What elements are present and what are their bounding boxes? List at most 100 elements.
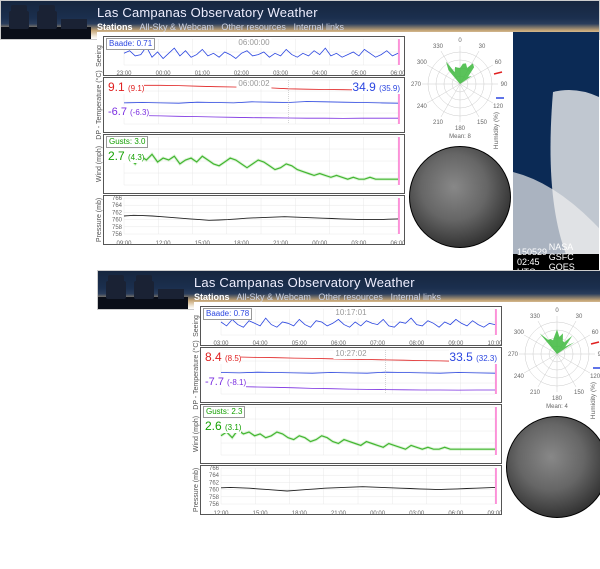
sat-timestamp: 150529 02:45 UTC [517, 247, 549, 270]
page-title: Las Campanas Observatory Weather [97, 5, 599, 20]
dp-value: 9.1 (9.1) [108, 80, 144, 94]
svg-text:21:00: 21:00 [331, 511, 347, 516]
temperature-chart: 9.1 (9.1) -6.7 (-6.3) 34.9 (35.9) 06:00:… [103, 77, 405, 133]
pressure-ylabel: Pressure (mb) [193, 468, 200, 512]
telescope-logo [1, 1, 91, 39]
nav-link[interactable]: Other resources [318, 292, 383, 302]
polar-mean-label: Mean: 4 [546, 404, 568, 410]
wind-ylabel: Wind (mph) [193, 416, 200, 452]
nav-link[interactable]: All-Sky & Webcam [140, 22, 214, 32]
svg-text:09:00: 09:00 [116, 241, 132, 246]
dp2-value: -6.7 (-6.3) [108, 106, 149, 118]
seeing-chart: Baade: 0.71 06:00:00 23:0000:0001:0002:0… [103, 36, 405, 76]
seeing-timestamp: 06:00:00 [236, 38, 271, 48]
wind-chart: Gusts: 2.3 2.6 (3.1) Wind (mph) [200, 404, 502, 464]
svg-text:06:00: 06:00 [448, 511, 464, 516]
dp-value: 8.4 (8.5) [205, 350, 241, 364]
wind-value: 2.7 (4.3) [108, 149, 144, 163]
svg-text:210: 210 [433, 120, 444, 126]
svg-text:18:00: 18:00 [292, 511, 308, 516]
svg-text:0: 0 [458, 38, 462, 44]
page-header: Las Campanas Observatory Weather Station… [98, 271, 600, 309]
svg-text:18:00: 18:00 [234, 241, 250, 246]
charts-column: Baade: 0.78 10:17:01 03:0004:0005:0006:0… [194, 302, 504, 540]
pressure-ylabel: Pressure (mb) [96, 198, 103, 242]
svg-text:90: 90 [501, 82, 508, 88]
svg-text:15:00: 15:00 [253, 511, 269, 516]
wind-rose: 0306090120150180210240270300330 [507, 306, 600, 402]
humidity-axis-label: Humidity (%) [590, 382, 597, 419]
svg-text:766: 766 [209, 466, 220, 472]
svg-text:300: 300 [417, 60, 428, 66]
nav-link[interactable]: Stations [97, 22, 133, 32]
nav-link[interactable]: All-Sky & Webcam [237, 292, 311, 302]
svg-text:756: 756 [209, 502, 220, 508]
svg-text:03:00: 03:00 [409, 511, 425, 516]
svg-text:766: 766 [112, 196, 123, 202]
svg-text:330: 330 [433, 44, 444, 50]
temp-ylabel: DP - Temperature (°C) [96, 70, 103, 139]
nav-link[interactable]: Stations [194, 292, 230, 302]
weather-screenshot: Las Campanas Observatory Weather Station… [97, 270, 600, 310]
svg-text:21:00: 21:00 [273, 241, 289, 246]
svg-text:240: 240 [514, 374, 525, 380]
svg-text:762: 762 [209, 480, 220, 486]
humidity-axis-label: Humidity (%) [493, 112, 500, 149]
svg-text:758: 758 [209, 495, 220, 501]
svg-text:270: 270 [411, 82, 422, 88]
svg-text:00:00: 00:00 [370, 511, 386, 516]
svg-text:120: 120 [590, 374, 600, 380]
svg-text:15:00: 15:00 [195, 241, 211, 246]
svg-text:762: 762 [112, 210, 123, 216]
center-column: 0306090120150180210240270300330 Mean: 4 … [504, 302, 600, 540]
svg-text:756: 756 [112, 232, 123, 238]
svg-text:150: 150 [574, 390, 585, 396]
temperature-chart: 8.4 (8.5) -7.7 (-8.1) 33.5 (32.3) 10:27:… [200, 347, 502, 403]
page-header: Las Campanas Observatory Weather Station… [1, 1, 599, 39]
pressure-chart: 76676476276075875612:0015:0018:0021:0000… [200, 465, 502, 515]
weather-screenshot: Las Campanas Observatory Weather Station… [0, 0, 600, 40]
svg-text:06:00: 06:00 [390, 241, 404, 246]
temp-ylabel: DP - Temperature (°C) [193, 340, 200, 409]
svg-text:764: 764 [209, 473, 220, 479]
telescope-logo [98, 271, 188, 309]
allsky-camera [506, 416, 600, 518]
wind-ylabel: Wind (mph) [96, 146, 103, 182]
charts-column: Baade: 0.71 06:00:00 23:0000:0001:0002:0… [97, 32, 407, 270]
seeing-timestamp: 10:17:01 [333, 308, 368, 318]
seeing-chart: Baade: 0.78 10:17:01 03:0004:0005:0006:0… [200, 306, 502, 346]
main-nav: Stations All-Sky & Webcam Other resource… [194, 292, 600, 302]
nav-link[interactable]: Other resources [221, 22, 286, 32]
temp-timestamp: 10:27:02 [333, 349, 368, 359]
svg-text:12:00: 12:00 [156, 241, 172, 246]
seeing-badge: Baade: 0.78 [203, 308, 252, 320]
svg-text:0: 0 [555, 308, 559, 314]
sat-credit: NASA GSFC GOES Project [549, 242, 595, 270]
wind-value: 2.6 (3.1) [205, 419, 241, 433]
nav-link[interactable]: Internal links [293, 22, 344, 32]
svg-text:12:00: 12:00 [213, 511, 229, 516]
page-title: Las Campanas Observatory Weather [194, 275, 600, 290]
svg-text:150: 150 [477, 120, 488, 126]
pressure-chart: 76676476276075875609:0012:0015:0018:0021… [103, 195, 405, 245]
svg-text:30: 30 [479, 44, 486, 50]
svg-text:120: 120 [493, 104, 504, 110]
wind-badge: Gusts: 2.3 [203, 406, 245, 418]
main-nav: Stations All-Sky & Webcam Other resource… [97, 22, 599, 32]
svg-text:270: 270 [508, 352, 519, 358]
humidity-value: 34.9 (35.9) [352, 80, 400, 94]
nav-link[interactable]: Internal links [390, 292, 441, 302]
svg-text:30: 30 [576, 314, 583, 320]
svg-text:09:00: 09:00 [487, 511, 501, 516]
svg-text:764: 764 [112, 203, 123, 209]
svg-text:60: 60 [592, 330, 599, 336]
allsky-camera [409, 146, 511, 248]
wind-badge: Gusts: 3.0 [106, 136, 148, 148]
svg-text:60: 60 [495, 60, 502, 66]
svg-text:760: 760 [112, 218, 123, 224]
seeing-badge: Baade: 0.71 [106, 38, 155, 50]
seeing-ylabel: Seeing [193, 315, 200, 337]
svg-text:180: 180 [455, 126, 466, 132]
dp2-value: -7.7 (-8.1) [205, 376, 246, 388]
svg-text:300: 300 [514, 330, 525, 336]
